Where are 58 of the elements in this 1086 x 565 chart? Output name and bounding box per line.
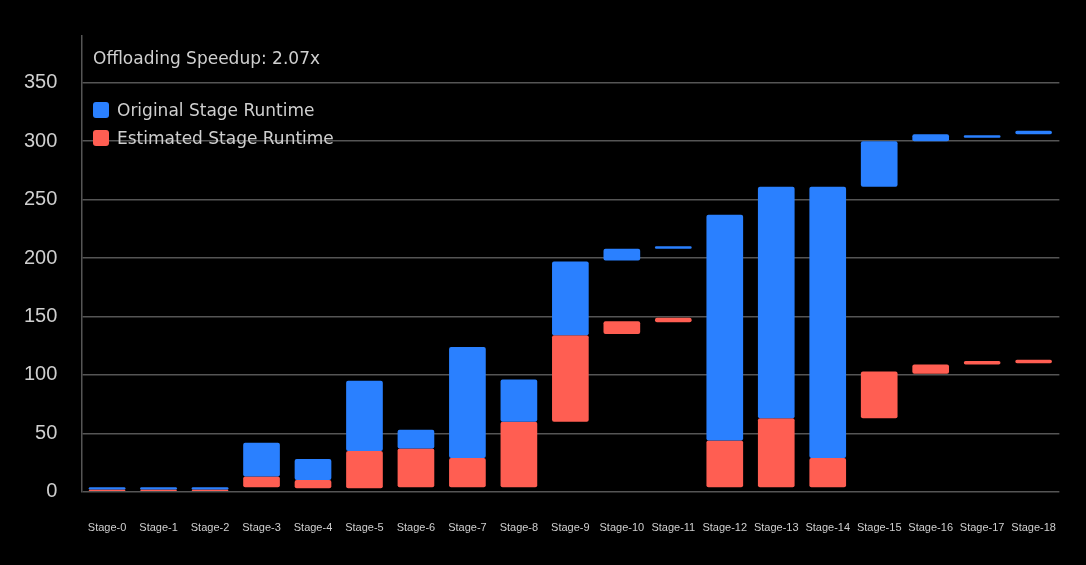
x-tick-label: Stage-11 [651,521,696,534]
x-tick-label: Stage-14 [805,521,851,534]
x-tick-label: Stage-7 [448,521,487,534]
bar [809,457,847,488]
bar [603,248,641,261]
bar [397,429,435,449]
legend-label: Original Stage Runtime [117,100,315,120]
bar [346,450,383,489]
bar [706,214,744,441]
x-tick-label: Stage-5 [345,521,384,534]
bar [397,448,435,488]
bar [603,321,641,335]
y-tick-label: 100 [23,362,58,385]
x-tick-label: Stage-13 [753,521,799,534]
x-tick-label: Stage-12 [702,521,748,534]
legend-label: Estimated Stage Runtime [117,128,334,148]
bar [500,421,538,488]
y-tick-label: 150 [23,304,58,327]
x-tick-label: Stage-1 [139,521,178,534]
bar [552,261,589,336]
x-tick-label: Stage-9 [551,521,590,534]
bar [449,457,486,488]
x-tick-label: Stage-8 [499,521,539,534]
bar [654,246,692,249]
bar [963,135,1001,138]
bar [860,371,898,419]
y-tick-label: 250 [23,187,58,210]
bar [243,442,280,477]
bar [757,418,795,488]
x-tick-label: Stage-17 [959,521,1005,534]
bar [757,186,795,419]
y-tick-label: 50 [35,420,58,443]
y-tick-label: 350 [23,70,58,93]
y-tick-label: 0 [46,479,58,502]
bar [552,335,589,422]
bar [500,379,538,422]
y-tick-label: 200 [23,245,58,268]
bar [346,380,383,451]
x-tick-label: Stage-6 [396,521,436,534]
annotation: Offloading Speedup: 2.07x [93,48,321,68]
x-tick-label: Stage-10 [599,521,645,534]
bar [706,440,744,488]
bar [809,186,847,458]
y-tick-label: 300 [23,128,58,151]
x-tick-label: Stage-16 [908,521,954,534]
bar [449,346,486,458]
x-tick-label: Stage-15 [856,521,902,534]
bar [860,141,898,187]
bar [243,476,280,488]
x-tick-label: Stage-18 [1011,521,1056,534]
bar [912,134,950,142]
bar [912,364,950,374]
x-tick-label: Stage-2 [190,521,230,534]
x-tick-label: Stage-3 [242,521,281,534]
bar [294,480,332,489]
x-tick-label: Stage-0 [87,521,127,534]
x-tick-label: Stage-4 [293,521,333,534]
bar [294,459,332,481]
